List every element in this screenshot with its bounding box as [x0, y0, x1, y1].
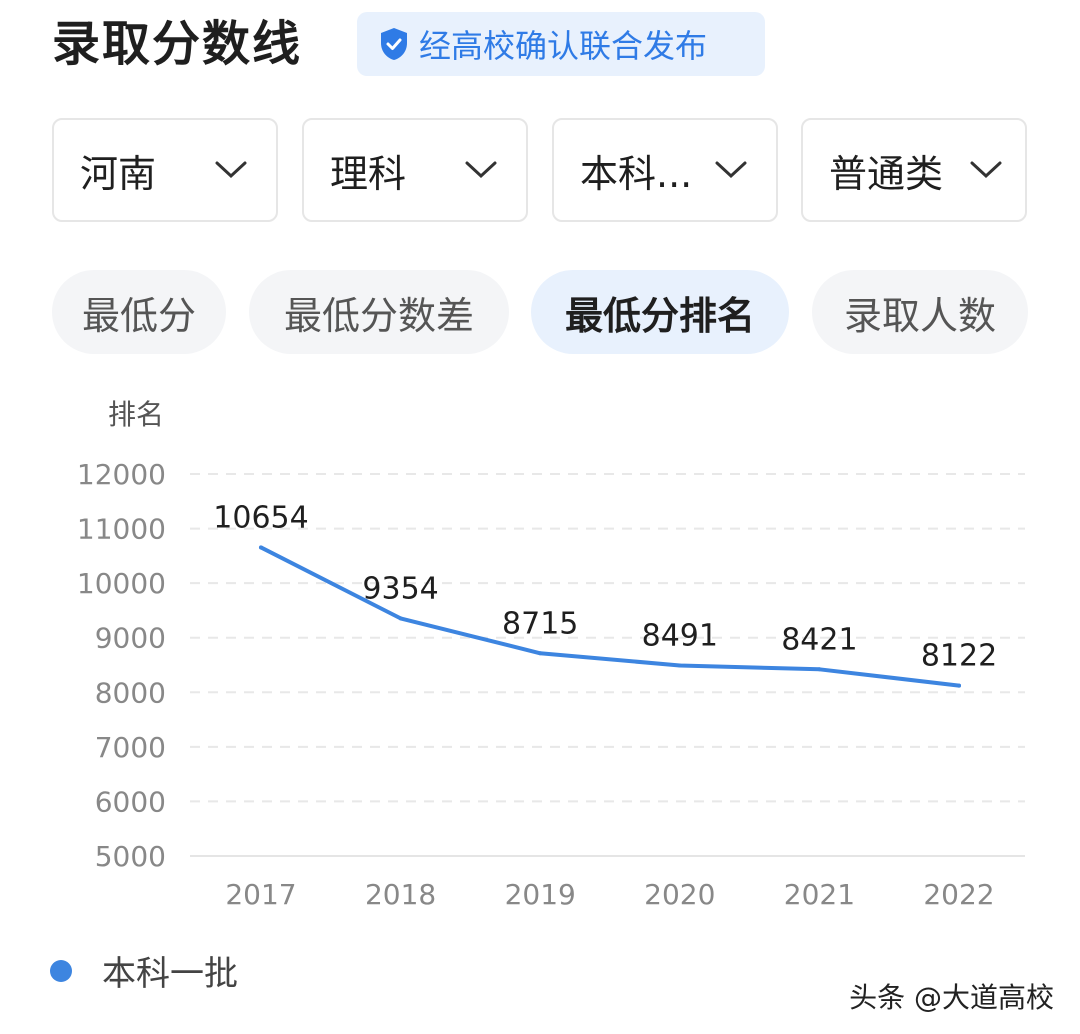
x-tick-label: 2022	[923, 878, 994, 911]
chart-legend: 本科一批	[50, 946, 238, 995]
shield-check-icon	[381, 28, 407, 60]
watermark: 头条 @大道高校	[849, 981, 1054, 1014]
data-label: 10654	[213, 500, 308, 535]
subject-dropdown-label: 理科	[330, 151, 407, 196]
data-point	[259, 545, 263, 550]
province-dropdown[interactable]: 河南	[52, 118, 278, 222]
y-axis-label: 排名	[108, 398, 164, 431]
x-tick-label: 2018	[365, 878, 436, 911]
data-point	[817, 667, 822, 672]
data-label: 8715	[502, 606, 578, 641]
data-label: 9354	[362, 571, 438, 606]
chart-series: 10654 9354 8715 8491 8421 8122	[213, 500, 997, 688]
x-tick-label: 2019	[505, 878, 576, 911]
tab-min-score-rank[interactable]: 最低分排名	[531, 270, 789, 354]
chevron-down-icon	[465, 161, 497, 179]
batch-dropdown[interactable]: 本科...	[552, 118, 778, 222]
category-dropdown[interactable]: 普通类	[801, 118, 1027, 222]
tab-min-score-diff[interactable]: 最低分数差	[249, 270, 509, 354]
data-label: 8421	[781, 622, 857, 657]
tab-admission-count[interactable]: 录取人数	[812, 270, 1028, 354]
batch-dropdown-label: 本科...	[580, 151, 693, 196]
verified-badge-text: 经高校确认联合发布	[419, 27, 708, 65]
y-tick-label: 11000	[77, 513, 166, 546]
subject-dropdown[interactable]: 理科	[302, 118, 528, 222]
y-tick-label: 9000	[95, 622, 166, 655]
category-dropdown-label: 普通类	[829, 151, 944, 196]
y-tick-label: 8000	[95, 676, 166, 709]
page-title: 录取分数线	[52, 16, 303, 72]
x-axis-ticks: 2017 2018 2019 2020 2021 2022	[225, 878, 994, 911]
chevron-down-icon	[970, 161, 1002, 179]
y-tick-label: 10000	[77, 567, 166, 600]
data-point	[957, 683, 961, 688]
tab-min-score[interactable]: 最低分	[52, 270, 226, 354]
y-tick-label: 12000	[77, 458, 166, 491]
y-tick-label: 7000	[95, 731, 166, 764]
series-line	[259, 545, 961, 688]
province-dropdown-label: 河南	[80, 151, 157, 196]
rank-line-chart: 排名 12000 11000 10000 9000 8000 7000 6000 5000 2…	[77, 398, 1025, 911]
x-tick-label: 2021	[784, 878, 855, 911]
chart-grid	[190, 473, 1025, 857]
legend-dot	[50, 959, 72, 982]
data-label: 8122	[921, 639, 997, 674]
verified-badge[interactable]: 经高校确认联合发布	[357, 12, 765, 76]
data-point	[538, 651, 543, 656]
y-tick-label: 5000	[95, 840, 166, 873]
x-tick-label: 2017	[225, 878, 296, 911]
data-point	[677, 663, 682, 668]
y-axis-ticks: 12000 11000 10000 9000 8000 7000 6000 5000	[77, 458, 166, 873]
legend-label: 本科一批	[102, 954, 238, 994]
data-label: 8491	[642, 618, 718, 653]
data-point	[398, 616, 403, 621]
x-tick-label: 2020	[644, 878, 715, 911]
chevron-down-icon	[715, 161, 747, 179]
chevron-down-icon	[215, 161, 247, 179]
y-tick-label: 6000	[95, 785, 166, 818]
